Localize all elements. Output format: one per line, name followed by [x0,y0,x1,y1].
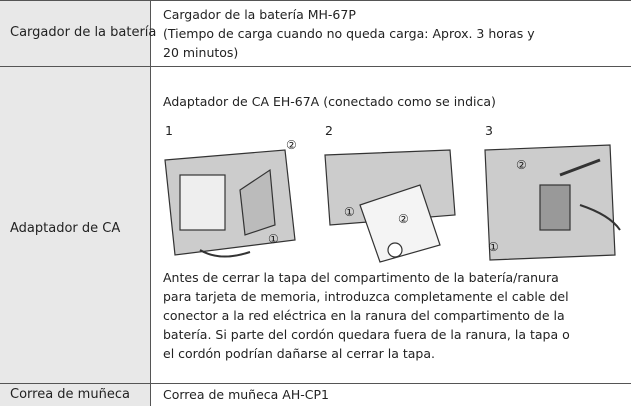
cell-text: Cargador de la batería MH-67P [163,7,356,22]
cell-text: Adaptador de CA EH-67A (conectado como s… [163,94,496,109]
cell-text: (Tiempo de carga cuando no queda carga: … [163,26,535,41]
step-number: 2 [325,123,333,138]
cell-text: batería. Si parte del cordón quedara fue… [163,327,570,342]
callout: ① [344,205,355,219]
row-label: Correa de muñeca [10,387,130,402]
callout: ② [398,212,409,226]
callout: ① [268,232,279,246]
cell-text: Antes de cerrar la tapa del compartiment… [163,270,559,285]
callout: ① [488,240,499,254]
cell-text: para tarjeta de memoria, introduzca comp… [163,289,569,304]
cell-text: 20 minutos) [163,45,239,60]
row-label: Cargador de la batería [10,25,157,40]
cell-text: conector a la red eléctrica en la ranura… [163,308,565,323]
row-label: Adaptador de CA [10,221,121,236]
step-number: 1 [165,123,173,138]
callout: ② [286,138,297,152]
label-column [0,0,150,406]
illustration [164,144,621,263]
callout: ② [516,158,527,172]
cell-text: Correa de muñeca AH-CP1 [163,387,329,402]
cell-text: el cordón podrían dañarse al cerrar la t… [163,346,435,361]
step-number: 3 [485,123,493,138]
